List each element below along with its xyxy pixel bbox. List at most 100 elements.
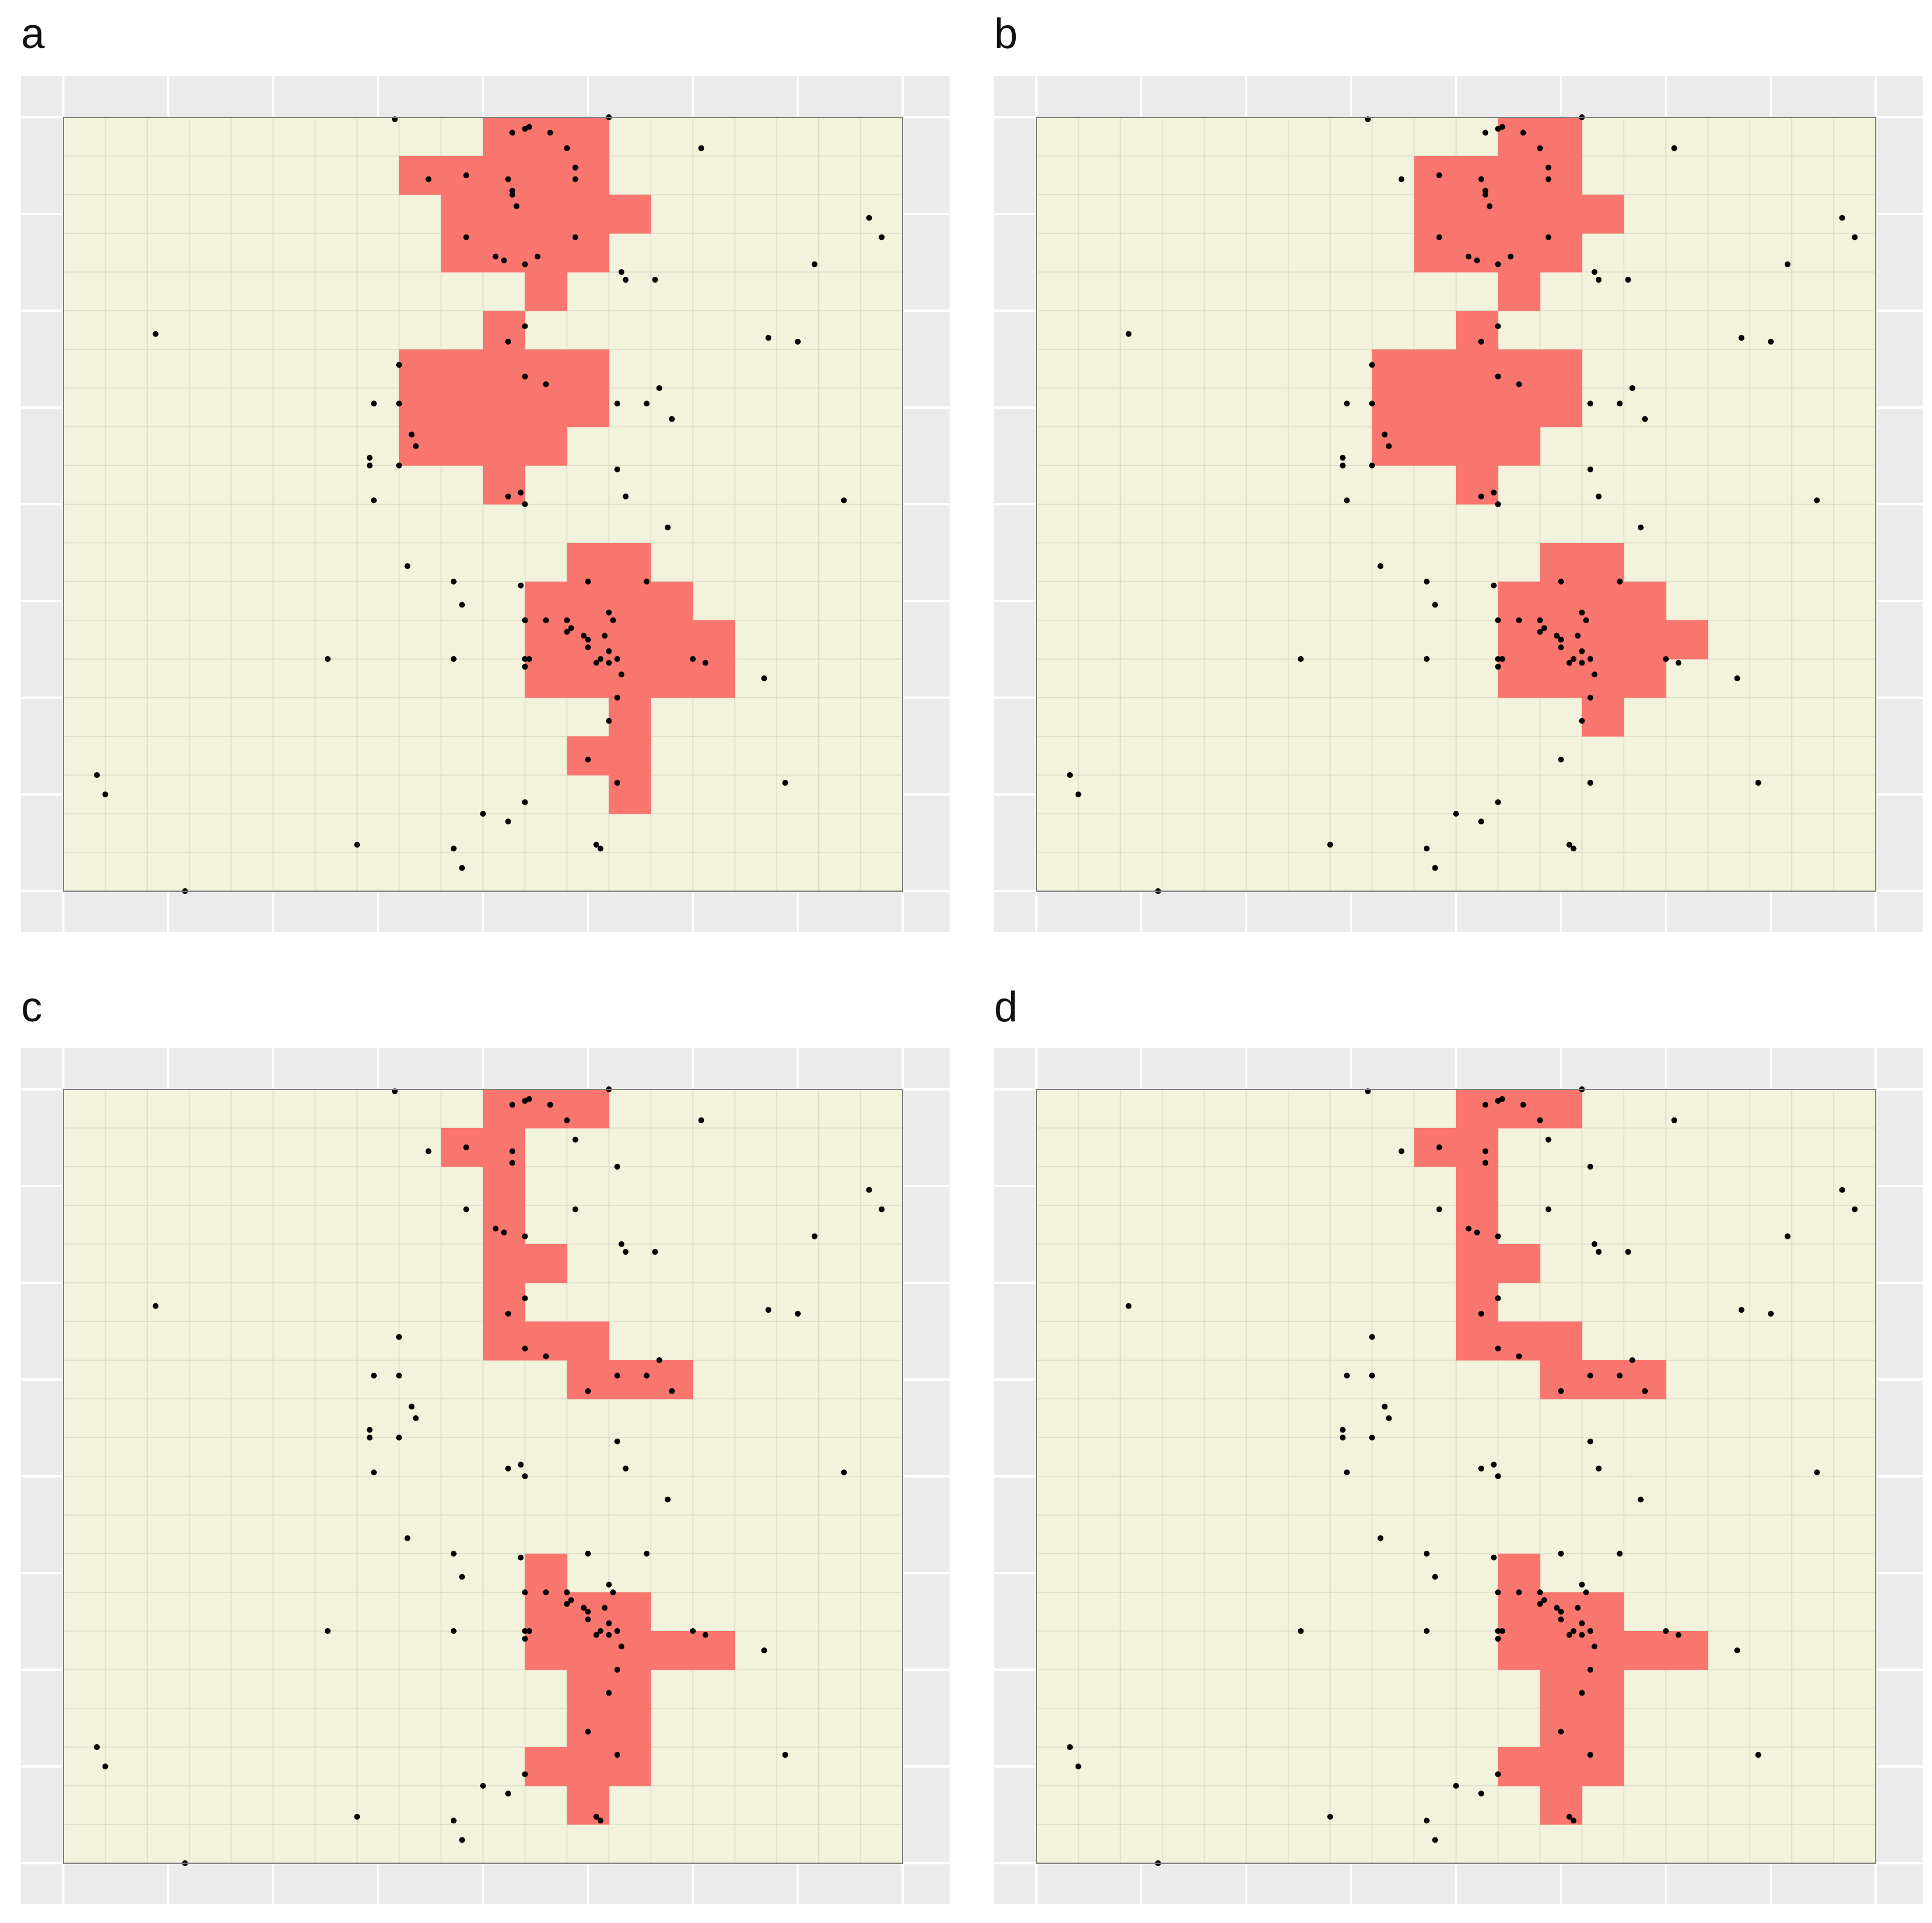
region-cell (441, 195, 484, 234)
data-point (509, 130, 516, 136)
data-point (1516, 617, 1522, 623)
data-point (1423, 579, 1430, 585)
region-cell (567, 349, 610, 389)
data-point (1570, 656, 1577, 662)
region-cell (483, 1089, 526, 1129)
data-point (152, 1303, 159, 1309)
region-cell (567, 659, 610, 698)
data-point (1432, 1574, 1438, 1580)
region-cell (1498, 156, 1540, 195)
region-cell (1581, 1360, 1624, 1399)
region-cell (1372, 427, 1414, 466)
data-point (509, 192, 516, 198)
data-point (505, 818, 511, 825)
region-cell (1540, 156, 1583, 195)
data-point (1495, 323, 1501, 329)
data-point (1478, 1791, 1484, 1797)
region-cell (1581, 1631, 1624, 1670)
data-point (1596, 1249, 1602, 1255)
data-point (585, 1551, 591, 1557)
data-point (623, 493, 629, 500)
data-point (1432, 602, 1438, 608)
data-point (396, 362, 402, 368)
data-point (1327, 1813, 1334, 1820)
data-point (413, 443, 419, 449)
data-point (1482, 192, 1489, 198)
data-point (1579, 1632, 1585, 1638)
field-border (1036, 1089, 1876, 1864)
data-point (1583, 1589, 1589, 1595)
data-point (1125, 1303, 1132, 1309)
data-point (564, 145, 570, 151)
data-point (572, 176, 579, 182)
region-cell (1540, 582, 1583, 621)
data-point (601, 1605, 608, 1611)
data-point (492, 253, 499, 260)
region-cell (525, 195, 567, 234)
panel-a-chart (21, 76, 950, 932)
data-point (614, 1628, 621, 1634)
region-cell (1498, 620, 1540, 660)
data-point (509, 1160, 516, 1166)
region-cell (525, 388, 567, 427)
region-cell (525, 117, 567, 157)
data-point (370, 1372, 377, 1379)
data-point (1579, 648, 1585, 654)
data-point (1478, 818, 1484, 825)
data-point (1482, 1102, 1489, 1108)
data-point (1377, 1535, 1384, 1541)
region-cell (608, 1631, 651, 1670)
data-point (1617, 579, 1623, 585)
data-point (1075, 791, 1081, 797)
data-point (1495, 1636, 1501, 1642)
region-cell (567, 736, 610, 776)
data-point (425, 176, 431, 182)
data-point (1558, 756, 1564, 763)
data-point (1495, 261, 1501, 267)
data-point (501, 1229, 507, 1236)
data-point (1566, 660, 1573, 666)
region-cell (399, 388, 441, 427)
data-point (501, 257, 507, 264)
data-point (614, 695, 621, 701)
data-point (1516, 381, 1522, 388)
data-point (366, 1426, 373, 1433)
data-point (1839, 215, 1845, 221)
data-point (1638, 1496, 1644, 1503)
region-cell (441, 427, 484, 466)
data-point (614, 1438, 621, 1445)
data-point (597, 845, 604, 852)
data-point (492, 1225, 499, 1232)
data-point (1495, 1589, 1501, 1595)
data-point (1558, 1388, 1564, 1394)
data-point (1432, 1837, 1438, 1843)
region-cell (483, 1167, 526, 1206)
data-point (1487, 203, 1493, 209)
data-point (1495, 1473, 1501, 1479)
data-point (698, 145, 705, 151)
region-cell (525, 1554, 567, 1593)
data-point (509, 1148, 516, 1154)
data-point (1343, 497, 1350, 504)
data-point (585, 1616, 591, 1623)
data-point (585, 644, 591, 651)
data-point (795, 1310, 801, 1317)
field-border (63, 117, 903, 892)
region-cell (1540, 1747, 1583, 1786)
region-cell (608, 659, 651, 698)
data-point (1617, 1372, 1623, 1379)
data-point (1537, 1589, 1543, 1595)
data-point (1537, 617, 1543, 623)
data-point (1675, 1632, 1682, 1638)
region-cell (1581, 659, 1624, 698)
region-cell (1540, 1089, 1583, 1129)
data-point (1570, 1628, 1577, 1634)
region-cell (441, 156, 484, 195)
data-point (782, 780, 788, 786)
data-point (450, 1817, 457, 1824)
data-point (1423, 1628, 1430, 1634)
data-point (1734, 1647, 1740, 1653)
data-point (1386, 1415, 1392, 1421)
data-point (463, 172, 470, 178)
data-point (606, 718, 612, 724)
